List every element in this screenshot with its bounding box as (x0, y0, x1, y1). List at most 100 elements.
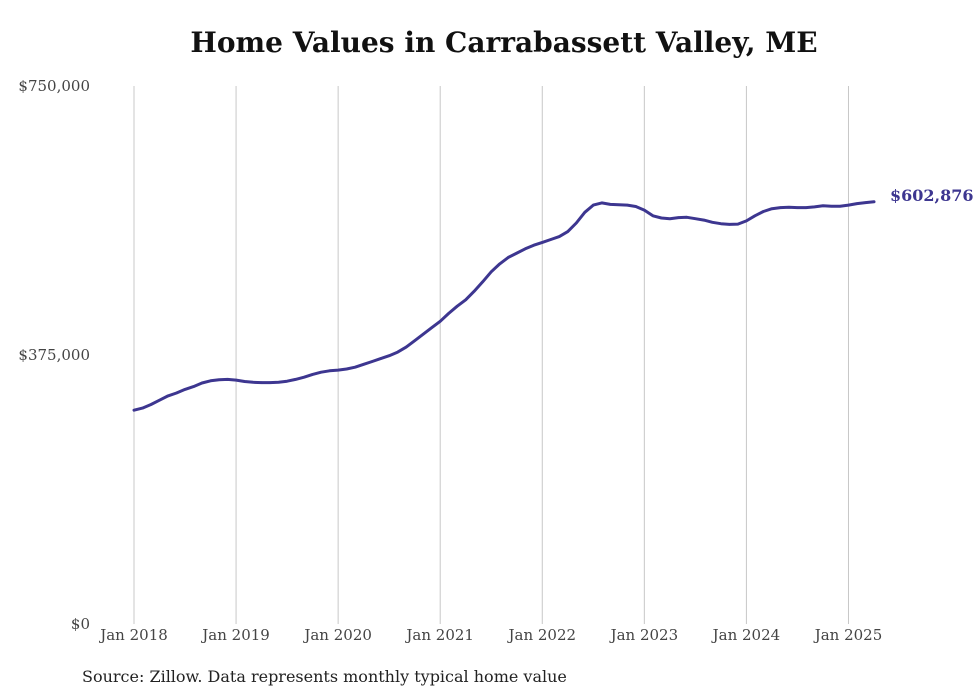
data-point (439, 320, 442, 323)
x-tick-label: Jan 2018 (98, 626, 168, 644)
data-point (447, 312, 450, 315)
data-point (524, 247, 527, 250)
data-point (728, 223, 731, 226)
data-point (464, 298, 467, 301)
data-point (328, 369, 331, 372)
x-tick-label: Jan 2021 (404, 626, 474, 644)
data-point (379, 357, 382, 360)
data-point (592, 203, 595, 207)
data-point (149, 403, 153, 406)
x-tick-label: Jan 2020 (302, 626, 372, 644)
data-point (609, 203, 612, 206)
data-point (430, 326, 433, 329)
data-point (260, 381, 263, 384)
chart-title: Home Values in Carrabassett Valley, ME (190, 26, 818, 59)
y-tick-label: $375,000 (18, 346, 90, 364)
data-point (507, 256, 510, 259)
data-point (243, 380, 246, 383)
data-point (498, 262, 501, 266)
y-tick-label: $0 (71, 615, 90, 633)
data-point (268, 381, 272, 384)
data-point (371, 360, 374, 363)
data-point (234, 378, 238, 382)
data-point (166, 394, 170, 398)
data-point (175, 391, 178, 395)
data-point (736, 222, 740, 226)
data-point (770, 207, 774, 210)
gridlines (133, 86, 849, 624)
data-point (660, 216, 663, 220)
data-point (217, 378, 221, 381)
data-point (830, 205, 833, 208)
data-point (209, 379, 212, 382)
data-point (864, 201, 867, 204)
data-point (541, 241, 544, 244)
data-point (779, 206, 782, 209)
data-point (872, 200, 876, 203)
data-point (711, 221, 714, 224)
data-point (405, 345, 408, 349)
data-point (558, 235, 561, 238)
data-point (345, 367, 348, 371)
data-point (277, 381, 280, 384)
x-tick-label: Jan 2025 (813, 626, 883, 644)
x-tick-label: Jan 2022 (506, 626, 576, 644)
data-point (302, 376, 306, 379)
data-point (319, 371, 323, 374)
end-value-label: $602,876 (890, 186, 974, 205)
data-point (643, 208, 646, 212)
data-point (702, 218, 706, 222)
data-point (481, 280, 484, 283)
series-layer: $602,876 (132, 186, 974, 412)
data-point (685, 216, 689, 219)
data-point (200, 381, 204, 385)
data-point (226, 378, 229, 381)
data-point (183, 388, 187, 391)
data-point (668, 217, 672, 220)
data-point (336, 368, 340, 372)
x-tick-label: Jan 2019 (200, 626, 270, 644)
data-point (396, 350, 399, 354)
data-point (787, 206, 791, 209)
data-point (473, 290, 476, 293)
data-point (192, 385, 195, 388)
x-tick-label: Jan 2023 (609, 626, 679, 644)
data-point (813, 205, 816, 209)
data-point (796, 206, 799, 209)
data-point (353, 366, 357, 369)
data-point (745, 219, 748, 223)
data-point (847, 203, 850, 207)
y-axis-ticks: $0 $375,000 $750,000 (18, 77, 90, 633)
data-point (583, 211, 586, 214)
data-point (532, 244, 535, 247)
data-point (311, 373, 314, 376)
data-point (413, 339, 416, 342)
data-point (132, 409, 136, 412)
data-point (515, 251, 518, 255)
data-point (549, 238, 552, 241)
data-point (456, 305, 459, 308)
data-point (600, 201, 603, 205)
data-point (422, 333, 425, 336)
data-point (821, 204, 825, 207)
data-point (651, 214, 655, 217)
series-line (132, 200, 876, 412)
data-point (677, 216, 680, 219)
data-point (362, 363, 365, 366)
data-point (617, 203, 620, 206)
data-point (575, 221, 578, 225)
y-tick-label: $750,000 (18, 77, 90, 95)
data-point (855, 202, 859, 205)
data-point (251, 381, 255, 384)
data-point (285, 380, 289, 383)
x-tick-label: Jan 2024 (711, 626, 781, 644)
data-point (388, 354, 391, 357)
source-note: Source: Zillow. Data represents monthly … (82, 667, 567, 686)
data-point (626, 203, 629, 207)
data-point (141, 406, 144, 410)
data-point (762, 210, 765, 213)
data-point (694, 217, 697, 220)
data-point (490, 270, 493, 273)
x-axis-ticks: Jan 2018 Jan 2019 Jan 2020 Jan 2021 Jan 2022… (98, 626, 882, 644)
